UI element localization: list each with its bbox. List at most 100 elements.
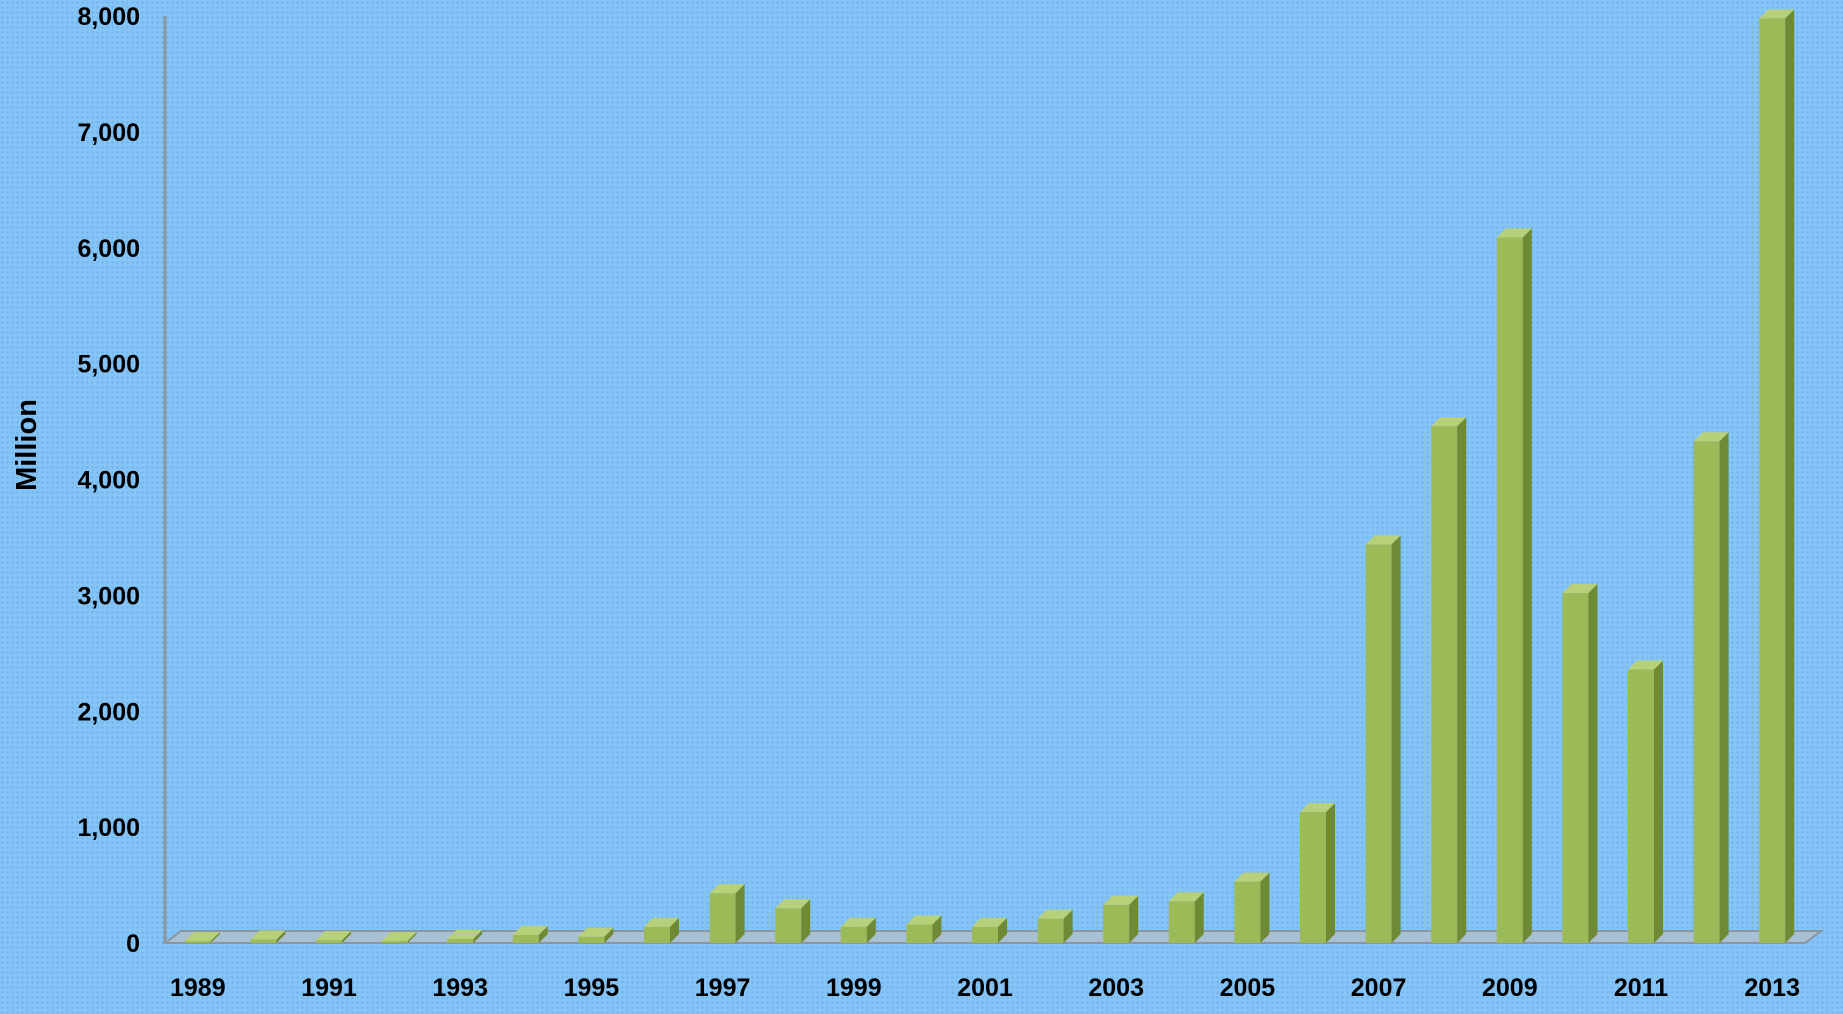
bar-front <box>1168 901 1195 943</box>
x-tick-label: 2011 <box>1614 974 1668 1002</box>
bar-side <box>276 930 286 943</box>
bar-top <box>1300 803 1335 813</box>
bar-1995 <box>578 927 614 943</box>
bar-2008 <box>1431 417 1467 943</box>
bar-2013 <box>1759 9 1795 943</box>
bar-front <box>184 941 211 943</box>
bar-top <box>1759 9 1795 19</box>
x-tick-label: 2007 <box>1351 974 1407 1002</box>
bar-1999 <box>840 917 876 943</box>
bar-front <box>1234 881 1261 943</box>
bar-side <box>1194 892 1204 943</box>
y-tick-label: 1,000 <box>77 814 140 842</box>
x-tick-label: 1991 <box>301 974 357 1002</box>
bar-front <box>775 908 802 943</box>
bar-front <box>512 934 539 943</box>
bar-2006 <box>1300 803 1335 943</box>
bar-front <box>1562 593 1589 943</box>
bar-side <box>604 927 614 943</box>
bar-side <box>473 929 483 943</box>
bar-2001 <box>972 917 1007 943</box>
bar-front <box>1431 426 1458 943</box>
bar-front <box>1496 237 1523 944</box>
bar-front <box>644 926 670 943</box>
x-tick-label: 2013 <box>1744 974 1800 1002</box>
bar-front <box>250 939 277 943</box>
bar-side <box>1588 584 1598 943</box>
bar-front <box>906 924 933 943</box>
bar-side <box>407 932 417 943</box>
bar-top <box>644 917 679 927</box>
bar-side <box>1785 9 1795 943</box>
y-tick-label: 6,000 <box>77 235 140 263</box>
bars <box>184 9 1795 944</box>
x-tick-label: 2009 <box>1482 974 1538 1002</box>
bar-top <box>1693 432 1729 442</box>
y-tick-label: 8,000 <box>77 3 140 31</box>
bar-front <box>972 926 998 943</box>
bar-top <box>1234 872 1270 882</box>
bar-top <box>512 925 548 935</box>
bar-front <box>447 938 474 943</box>
y-axis-label: Million <box>11 399 43 491</box>
bar-2010 <box>1562 584 1598 943</box>
bar-side <box>1260 872 1270 943</box>
bar-1997 <box>709 884 745 943</box>
bar-side <box>1129 895 1139 943</box>
bar-side <box>1063 909 1073 943</box>
bar-top <box>381 932 417 941</box>
bar-2011 <box>1628 660 1663 943</box>
bar-front <box>1759 18 1786 943</box>
bar-top <box>1168 892 1204 902</box>
bar-side <box>1522 228 1532 944</box>
bar-top <box>316 931 351 941</box>
bar-top <box>1431 417 1467 427</box>
bar-1996 <box>644 917 679 943</box>
y-tick-label: 4,000 <box>77 467 140 495</box>
y-tick-label: 0 <box>126 930 140 958</box>
bar-side <box>1391 535 1401 943</box>
bar-top <box>840 917 876 927</box>
bar-top <box>250 930 286 940</box>
bar-front <box>1037 918 1064 943</box>
bar-1989 <box>184 932 220 943</box>
bar-top <box>1496 228 1532 238</box>
x-tick-label: 1999 <box>826 974 882 1002</box>
bar-front <box>381 941 408 943</box>
y-tick-label: 5,000 <box>77 351 140 379</box>
x-tick-label: 2001 <box>957 974 1013 1002</box>
bar-side <box>801 899 811 943</box>
bar-side <box>866 917 876 943</box>
bar-side <box>1719 432 1729 943</box>
bar-front <box>578 936 605 943</box>
bar-2009 <box>1496 228 1532 944</box>
bar-1992 <box>381 932 417 943</box>
bar-top <box>1365 535 1401 545</box>
bar-top <box>709 884 745 894</box>
bar-front <box>1628 669 1654 943</box>
bar-top <box>1037 909 1073 919</box>
x-tick-label: 2003 <box>1088 974 1144 1002</box>
bar-top <box>447 929 483 939</box>
bar-top <box>1103 895 1139 905</box>
bar-top <box>1628 660 1663 670</box>
bar-side <box>1457 417 1467 943</box>
x-tick-labels: 1989 1991 1993 1995 1997 1999 2001 2003 2005 2007… <box>170 974 1800 1002</box>
bar-top <box>972 917 1007 927</box>
y-tick-label: 2,000 <box>77 698 140 726</box>
bar-top <box>184 932 220 941</box>
bar-side <box>735 884 745 943</box>
bar-side <box>670 917 679 943</box>
bar-front <box>316 940 342 943</box>
bar-1994 <box>512 925 548 943</box>
bar-side <box>1326 803 1335 943</box>
x-tick-label: 2005 <box>1220 974 1276 1002</box>
bar-side <box>210 932 220 943</box>
bar-top <box>906 915 942 925</box>
bar-2003 <box>1103 895 1139 943</box>
bar-top <box>578 927 614 937</box>
y-tick-label: 7,000 <box>77 119 140 147</box>
bar-front <box>840 926 867 943</box>
